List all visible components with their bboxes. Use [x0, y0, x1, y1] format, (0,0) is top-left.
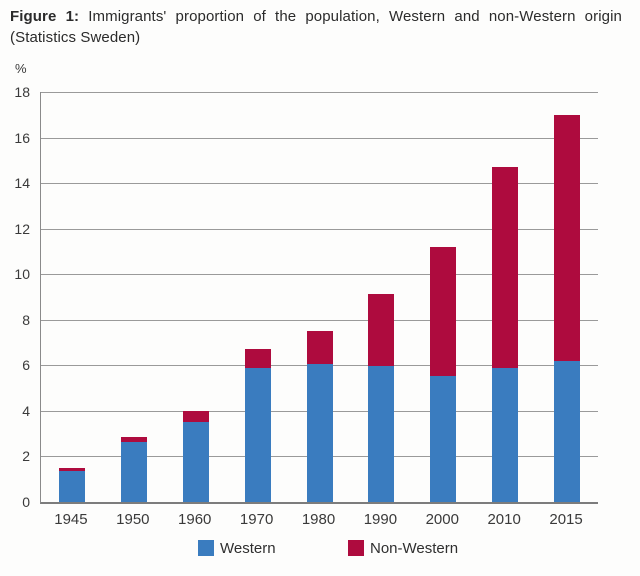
y-tick-label-14: 14: [14, 175, 30, 192]
y-tick-label-6: 6: [22, 357, 30, 374]
figure-source: (Statistics Sweden): [10, 29, 141, 46]
bar-1960-non-western: [182, 410, 209, 423]
bar-1950-non-western: [120, 437, 147, 442]
bar-1945-non-western: [58, 467, 85, 472]
gridline-16: [41, 137, 598, 139]
bar-1990-non-western: [368, 293, 395, 367]
bar-2015-western: [554, 360, 581, 502]
y-tick-label-18: 18: [14, 84, 30, 100]
bar-1990-western: [368, 366, 395, 502]
bar-2010-western: [492, 367, 519, 502]
gridline-12: [41, 228, 598, 230]
bar-1960-western: [182, 422, 209, 502]
plot-area: [40, 92, 598, 504]
gridline-10: [41, 274, 598, 276]
y-tick-label-12: 12: [14, 220, 30, 237]
legend-swatch-non-western: [348, 540, 364, 556]
bar-1970-western: [244, 367, 271, 502]
bar-2015-non-western: [554, 114, 581, 361]
y-tick-label-8: 8: [22, 311, 30, 328]
gridline-18: [41, 92, 598, 93]
bar-1980-western: [306, 364, 333, 502]
y-tick-label-10: 10: [14, 266, 30, 283]
x-tick-label-2010: 2010: [487, 511, 521, 528]
bar-1980-non-western: [306, 331, 333, 365]
gridline-14: [41, 183, 598, 185]
bar-1970-non-western: [244, 349, 271, 368]
y-tick-label-16: 16: [14, 129, 30, 146]
legend-item-non-western: Non-Western: [348, 539, 458, 557]
figure-number: Figure 1:: [10, 8, 80, 25]
bar-1950-western: [120, 441, 147, 502]
y-tick-label-4: 4: [22, 402, 30, 419]
legend-label: Non-Western: [370, 539, 459, 557]
bar-2000-western: [430, 375, 457, 502]
bar-1945-western: [58, 471, 85, 502]
legend-item-western: Western: [198, 539, 276, 557]
bar-2000-non-western: [430, 246, 457, 376]
legend-label: Western: [220, 539, 276, 557]
y-tick-label-0: 0: [22, 494, 30, 510]
x-tick-label-2015: 2015: [549, 511, 583, 528]
x-tick-label-1990: 1990: [363, 511, 398, 528]
figure-caption: Figure 1: Immigrants' proportion of the …: [10, 6, 622, 48]
x-tick-label-1980: 1980: [301, 511, 336, 528]
gridline-8: [41, 319, 598, 321]
x-tick-label-1970: 1970: [239, 511, 274, 528]
legend-swatch-western: [198, 540, 214, 556]
y-tick-label-2: 2: [22, 448, 30, 465]
x-tick-label-1960: 1960: [178, 511, 212, 528]
x-tick-label-1945: 1945: [54, 511, 88, 528]
y-axis-unit-label: %: [15, 61, 27, 76]
x-tick-label-2000: 2000: [425, 511, 459, 528]
x-tick-label-1950: 1950: [116, 511, 150, 528]
figure-title-text: Immigrants' proportion of the population…: [88, 8, 622, 25]
bar-2010-non-western: [492, 167, 519, 368]
